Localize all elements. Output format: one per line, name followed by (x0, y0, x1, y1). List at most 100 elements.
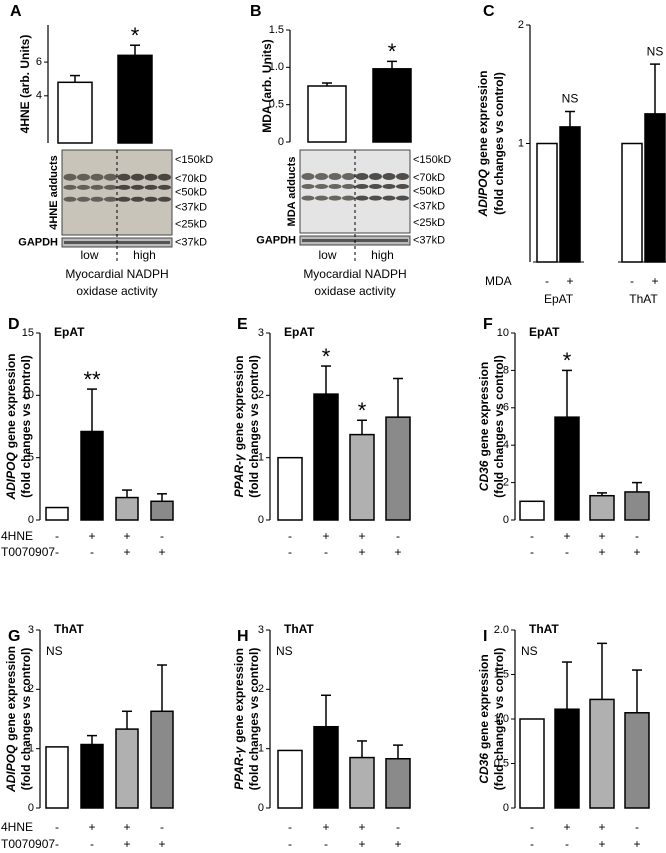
blot-band (117, 173, 131, 181)
bar (644, 113, 666, 263)
y-axis-label: CD36 gene expression (477, 654, 491, 783)
blot-band (131, 184, 144, 190)
blot-band (355, 195, 369, 201)
x-row-label: - (55, 837, 59, 851)
significance-mark: * (358, 398, 367, 423)
blot-band (328, 195, 342, 201)
x-row-label: - (90, 837, 94, 851)
y-tick-label: 4 (503, 439, 509, 451)
kd-label: <25kD (413, 217, 445, 229)
bar (150, 500, 174, 521)
bar (385, 416, 411, 521)
bar (554, 416, 580, 521)
loading-label: GAPDH (256, 234, 296, 246)
x-row-name: 4HNE (1, 820, 33, 834)
y-tick-label: 1.0 (494, 713, 509, 725)
y-tick-label: 4 (36, 90, 42, 102)
x-axis-label: oxidase activity (314, 284, 395, 298)
bar (80, 430, 104, 521)
blot-band (369, 184, 382, 190)
y-axis-label-gene: ADIPOQ (4, 744, 18, 793)
subtitle: ThAT (54, 622, 84, 636)
y-tick-label: 3 (258, 624, 264, 636)
blot-band (144, 196, 158, 202)
kd-label: <150kD (413, 154, 451, 166)
blot-band (342, 173, 355, 181)
subtitle: EpAT (284, 325, 315, 339)
x-row-label: - (324, 837, 328, 851)
y-axis-label: ADIPOQ gene expression (4, 353, 18, 500)
blot-band (77, 196, 90, 202)
significance-mark: * (563, 348, 572, 373)
x-row-label: - (530, 820, 534, 834)
y-tick-label: 0 (28, 802, 34, 814)
x-row-label: + (358, 545, 365, 559)
blot-band (63, 173, 77, 181)
blot-band (342, 184, 355, 190)
blot-band (158, 184, 171, 190)
blot-band (369, 195, 382, 201)
blot-band (301, 184, 315, 190)
bar (150, 710, 174, 809)
x-row-label: + (598, 820, 605, 834)
significance-mark: NS (562, 92, 579, 106)
blot-band (90, 173, 104, 181)
x-category: low (318, 248, 336, 262)
blot-band (315, 184, 328, 190)
x-row-label: - (530, 529, 534, 543)
y-axis-label-gene: PPAR-γ (232, 453, 246, 497)
x-row-label: + (563, 529, 570, 543)
blot-band (396, 184, 409, 190)
x-row-label: + (322, 529, 329, 543)
y-axis-label: ADIPOQ gene expression (4, 646, 18, 793)
subtitle: ThAT (529, 622, 559, 636)
bar (519, 500, 545, 521)
bar (313, 725, 339, 809)
y-tick-label: 0 (503, 802, 509, 814)
x-row-label: + (123, 837, 130, 851)
significance-mark: * (131, 23, 140, 48)
kd-label: <150kD (175, 154, 213, 166)
loading-label: GAPDH (18, 236, 58, 248)
x-row-label: - (635, 820, 639, 834)
bar (115, 496, 139, 521)
x-row-label: - (160, 820, 164, 834)
bar (277, 749, 303, 809)
y-tick-label: 0 (278, 136, 284, 148)
x-row-name: T0070907 (1, 545, 55, 559)
kd-label: <50kD (413, 185, 445, 197)
bar (624, 491, 650, 521)
y-tick-label: 0 (28, 514, 34, 526)
x-axis-label: Myocardial NADPH (303, 267, 406, 281)
y-tick-label: 2 (28, 683, 34, 695)
bar (589, 698, 615, 809)
bar (589, 494, 615, 521)
x-row-label: - (630, 274, 634, 288)
y-tick-label: 1 (518, 137, 524, 149)
significance-mark: * (388, 39, 397, 64)
blot-band (342, 195, 355, 201)
x-category: high (133, 248, 156, 262)
y-axis-label-line2: (fold changes vs control) (492, 648, 506, 791)
panel-letter: C (483, 3, 495, 20)
bar (117, 54, 153, 144)
y-tick-label: 1 (28, 743, 34, 755)
blot-band (104, 173, 117, 181)
subtitle: EpAT (54, 325, 85, 339)
y-axis-label-line2: (fold changes vs control) (19, 648, 33, 791)
y-axis-label-line2: (fold changes vs control) (247, 355, 261, 498)
y-tick-label: 10 (22, 389, 34, 401)
kd-label: <25kD (175, 219, 207, 231)
y-axis-label-gene: CD36 (477, 460, 491, 491)
x-row-label: - (160, 529, 164, 543)
bar (307, 85, 347, 143)
note: NS (521, 644, 538, 658)
loading-kd: <37kD (175, 236, 207, 248)
blot-band (104, 196, 117, 202)
blot-band (396, 195, 409, 201)
x-row-label: + (88, 529, 95, 543)
x-row-label: - (288, 820, 292, 834)
x-row-label: + (123, 545, 130, 559)
bar (313, 393, 339, 521)
